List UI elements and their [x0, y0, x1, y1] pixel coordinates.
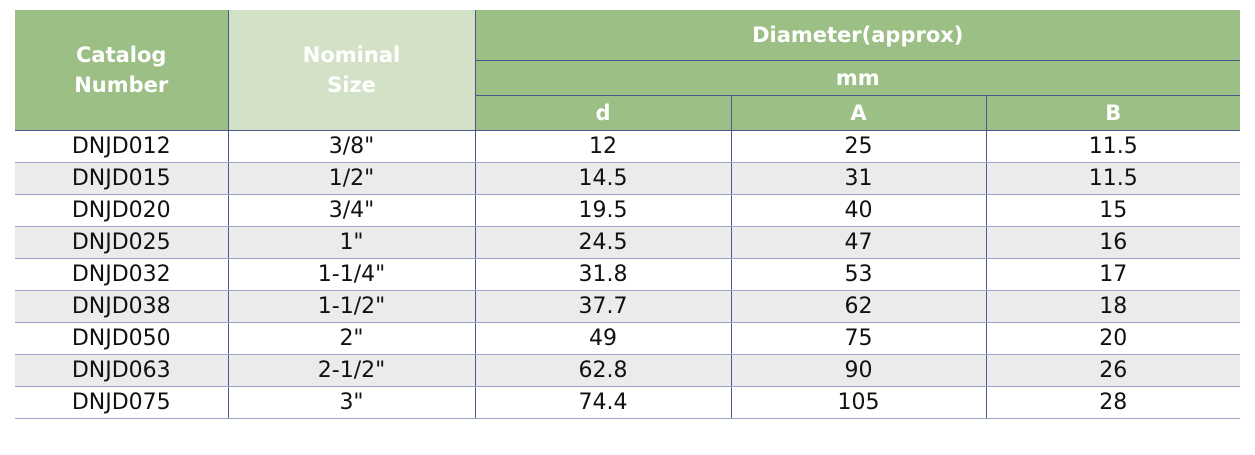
table-cell: 25	[730, 130, 986, 163]
table-cell: 53	[730, 258, 986, 291]
table-row: DNJD063 2-1/2" 62.8 90 26	[15, 354, 1240, 387]
table-cell: 1"	[227, 226, 475, 259]
table-cell: 75	[730, 322, 986, 355]
table-row: DNJD038 1-1/2" 37.7 62 18	[15, 290, 1240, 323]
table-cell: 14.5	[474, 162, 731, 195]
table-cell: 11.5	[985, 162, 1240, 195]
table-cell: 26	[985, 354, 1240, 387]
table-cell: DNJD038	[15, 290, 228, 323]
table-cell: 62.8	[474, 354, 731, 387]
table-cell: 90	[730, 354, 986, 387]
table-cell: 40	[730, 194, 986, 227]
table-cell: 47	[730, 226, 986, 259]
table-cell: DNJD015	[15, 162, 228, 195]
table-cell: 31.8	[474, 258, 731, 291]
table-cell: 1-1/4"	[227, 258, 475, 291]
table-cell: 19.5	[474, 194, 731, 227]
table-cell: DNJD012	[15, 130, 228, 163]
table-cell: DNJD025	[15, 226, 228, 259]
table-cell: 17	[985, 258, 1240, 291]
table-cell: 105	[730, 386, 986, 419]
header-text: Catalog Number	[74, 42, 169, 97]
table-row: DNJD020 3/4" 19.5 40 15	[15, 194, 1240, 227]
table-row: DNJD075 3" 74.4 105 28	[15, 386, 1240, 419]
table-cell: DNJD032	[15, 258, 228, 291]
header-cell: Nominal Size	[227, 10, 475, 131]
table-cell: 2-1/2"	[227, 354, 475, 387]
table-cell: 3/8"	[227, 130, 475, 163]
group-header: Diameter(approx)	[474, 10, 1240, 61]
table-cell: 62	[730, 290, 986, 323]
table-row: DNJD012 3/8" 12 25 11.5	[15, 130, 1240, 163]
sub-header: B	[985, 95, 1240, 131]
header-text: Nominal Size	[302, 42, 401, 97]
table-cell: 74.4	[474, 386, 731, 419]
table-cell: DNJD063	[15, 354, 228, 387]
table-cell: DNJD075	[15, 386, 228, 419]
unit-header: mm	[474, 60, 1240, 96]
table-cell: 3/4"	[227, 194, 475, 227]
table-cell: 1-1/2"	[227, 290, 475, 323]
sub-header: d	[474, 95, 731, 131]
table-row: DNJD015 1/2" 14.5 31 11.5	[15, 162, 1240, 195]
spec-table: Catalog Number Nominal Size Diameter(app…	[15, 10, 1240, 419]
table-cell: 1/2"	[227, 162, 475, 195]
table-cell: 2"	[227, 322, 475, 355]
table-row: DNJD025 1" 24.5 47 16	[15, 226, 1240, 259]
table-cell: DNJD020	[15, 194, 228, 227]
table-cell: 3"	[227, 386, 475, 419]
header-cell: Catalog Number	[15, 10, 228, 131]
table-cell: 20	[985, 322, 1240, 355]
sub-header: A	[730, 95, 986, 131]
table-cell: 12	[474, 130, 731, 163]
table-row: DNJD050 2" 49 75 20	[15, 322, 1240, 355]
table-cell: 31	[730, 162, 986, 195]
table-cell: 28	[985, 386, 1240, 419]
table-cell: DNJD050	[15, 322, 228, 355]
table-row: DNJD032 1-1/4" 31.8 53 17	[15, 258, 1240, 291]
table-cell: 18	[985, 290, 1240, 323]
table-cell: 16	[985, 226, 1240, 259]
table-cell: 37.7	[474, 290, 731, 323]
table-cell: 11.5	[985, 130, 1240, 163]
table-cell: 15	[985, 194, 1240, 227]
table-cell: 24.5	[474, 226, 731, 259]
table-cell: 49	[474, 322, 731, 355]
